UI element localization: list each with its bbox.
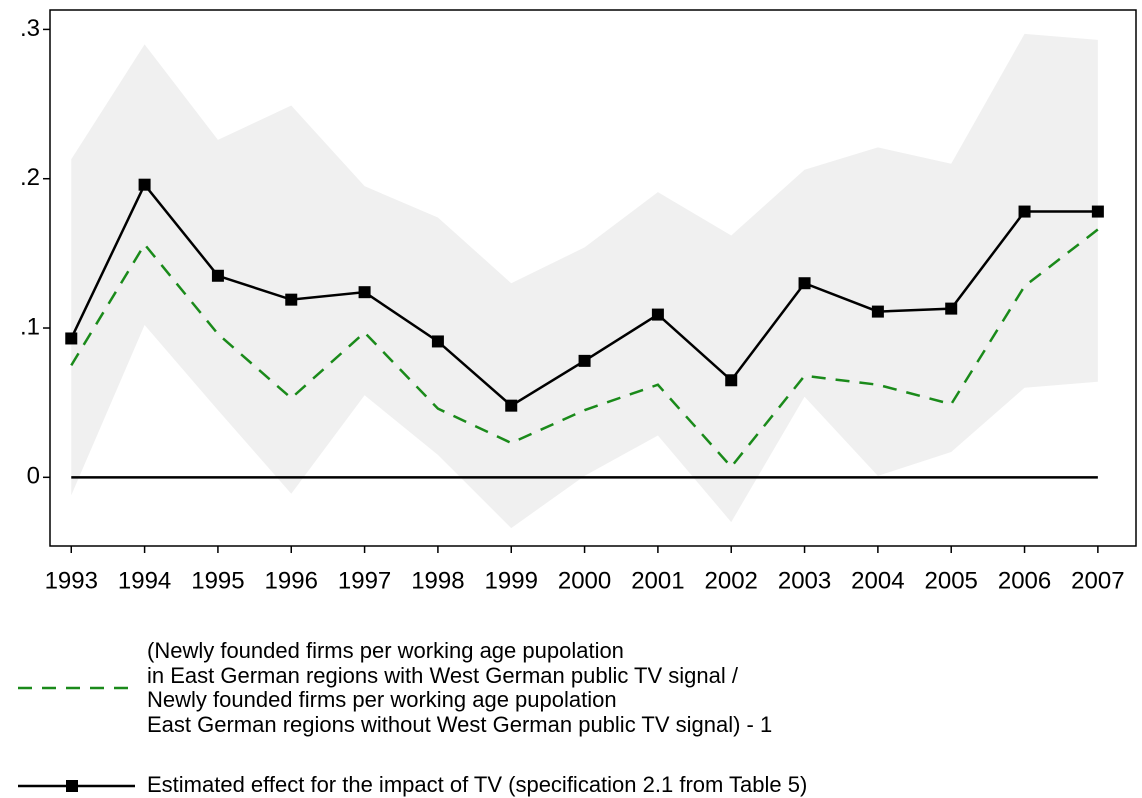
plot-frame [49,9,1137,547]
y-tick-label: .1 [20,313,40,340]
x-tick-label: 2004 [851,567,904,594]
marker [65,332,78,345]
x-tick-label: 1997 [338,567,391,594]
marker [1018,205,1031,218]
marker [1091,205,1104,218]
marker [871,305,884,318]
x-tick-label: 2001 [631,567,684,594]
marker [798,277,811,290]
marker [138,178,151,191]
marker [725,374,738,387]
confidence-band [71,33,1098,529]
marker [945,302,958,315]
x-tick-label: 2002 [705,567,758,594]
marker [651,308,664,321]
marker [578,354,591,367]
marker [211,269,224,282]
x-tick-label: 1995 [191,567,244,594]
marker [431,335,444,348]
legend-marker [66,780,78,792]
x-tick-label: 2005 [925,567,978,594]
x-tick-label: 1998 [411,567,464,594]
marker [505,399,518,412]
series-line [70,228,1099,469]
y-tick-label: 0 [27,463,40,490]
x-tick-label: 2007 [1071,567,1124,594]
x-tick-label: 1993 [45,567,98,594]
x-tick-label: 1994 [118,567,171,594]
y-tick-label: .3 [20,15,40,42]
legend-label: Estimated effect for the impact of TV (s… [147,772,808,797]
marker [285,293,298,306]
marker [358,286,371,299]
x-tick-label: 1996 [265,567,318,594]
x-tick-label: 2006 [998,567,1051,594]
x-tick-label: 2000 [558,567,611,594]
x-tick-label: 1999 [485,567,538,594]
x-tick-label: 2003 [778,567,831,594]
y-tick-label: .2 [20,164,40,191]
legend-label: (Newly founded firms per working age pup… [147,638,773,737]
